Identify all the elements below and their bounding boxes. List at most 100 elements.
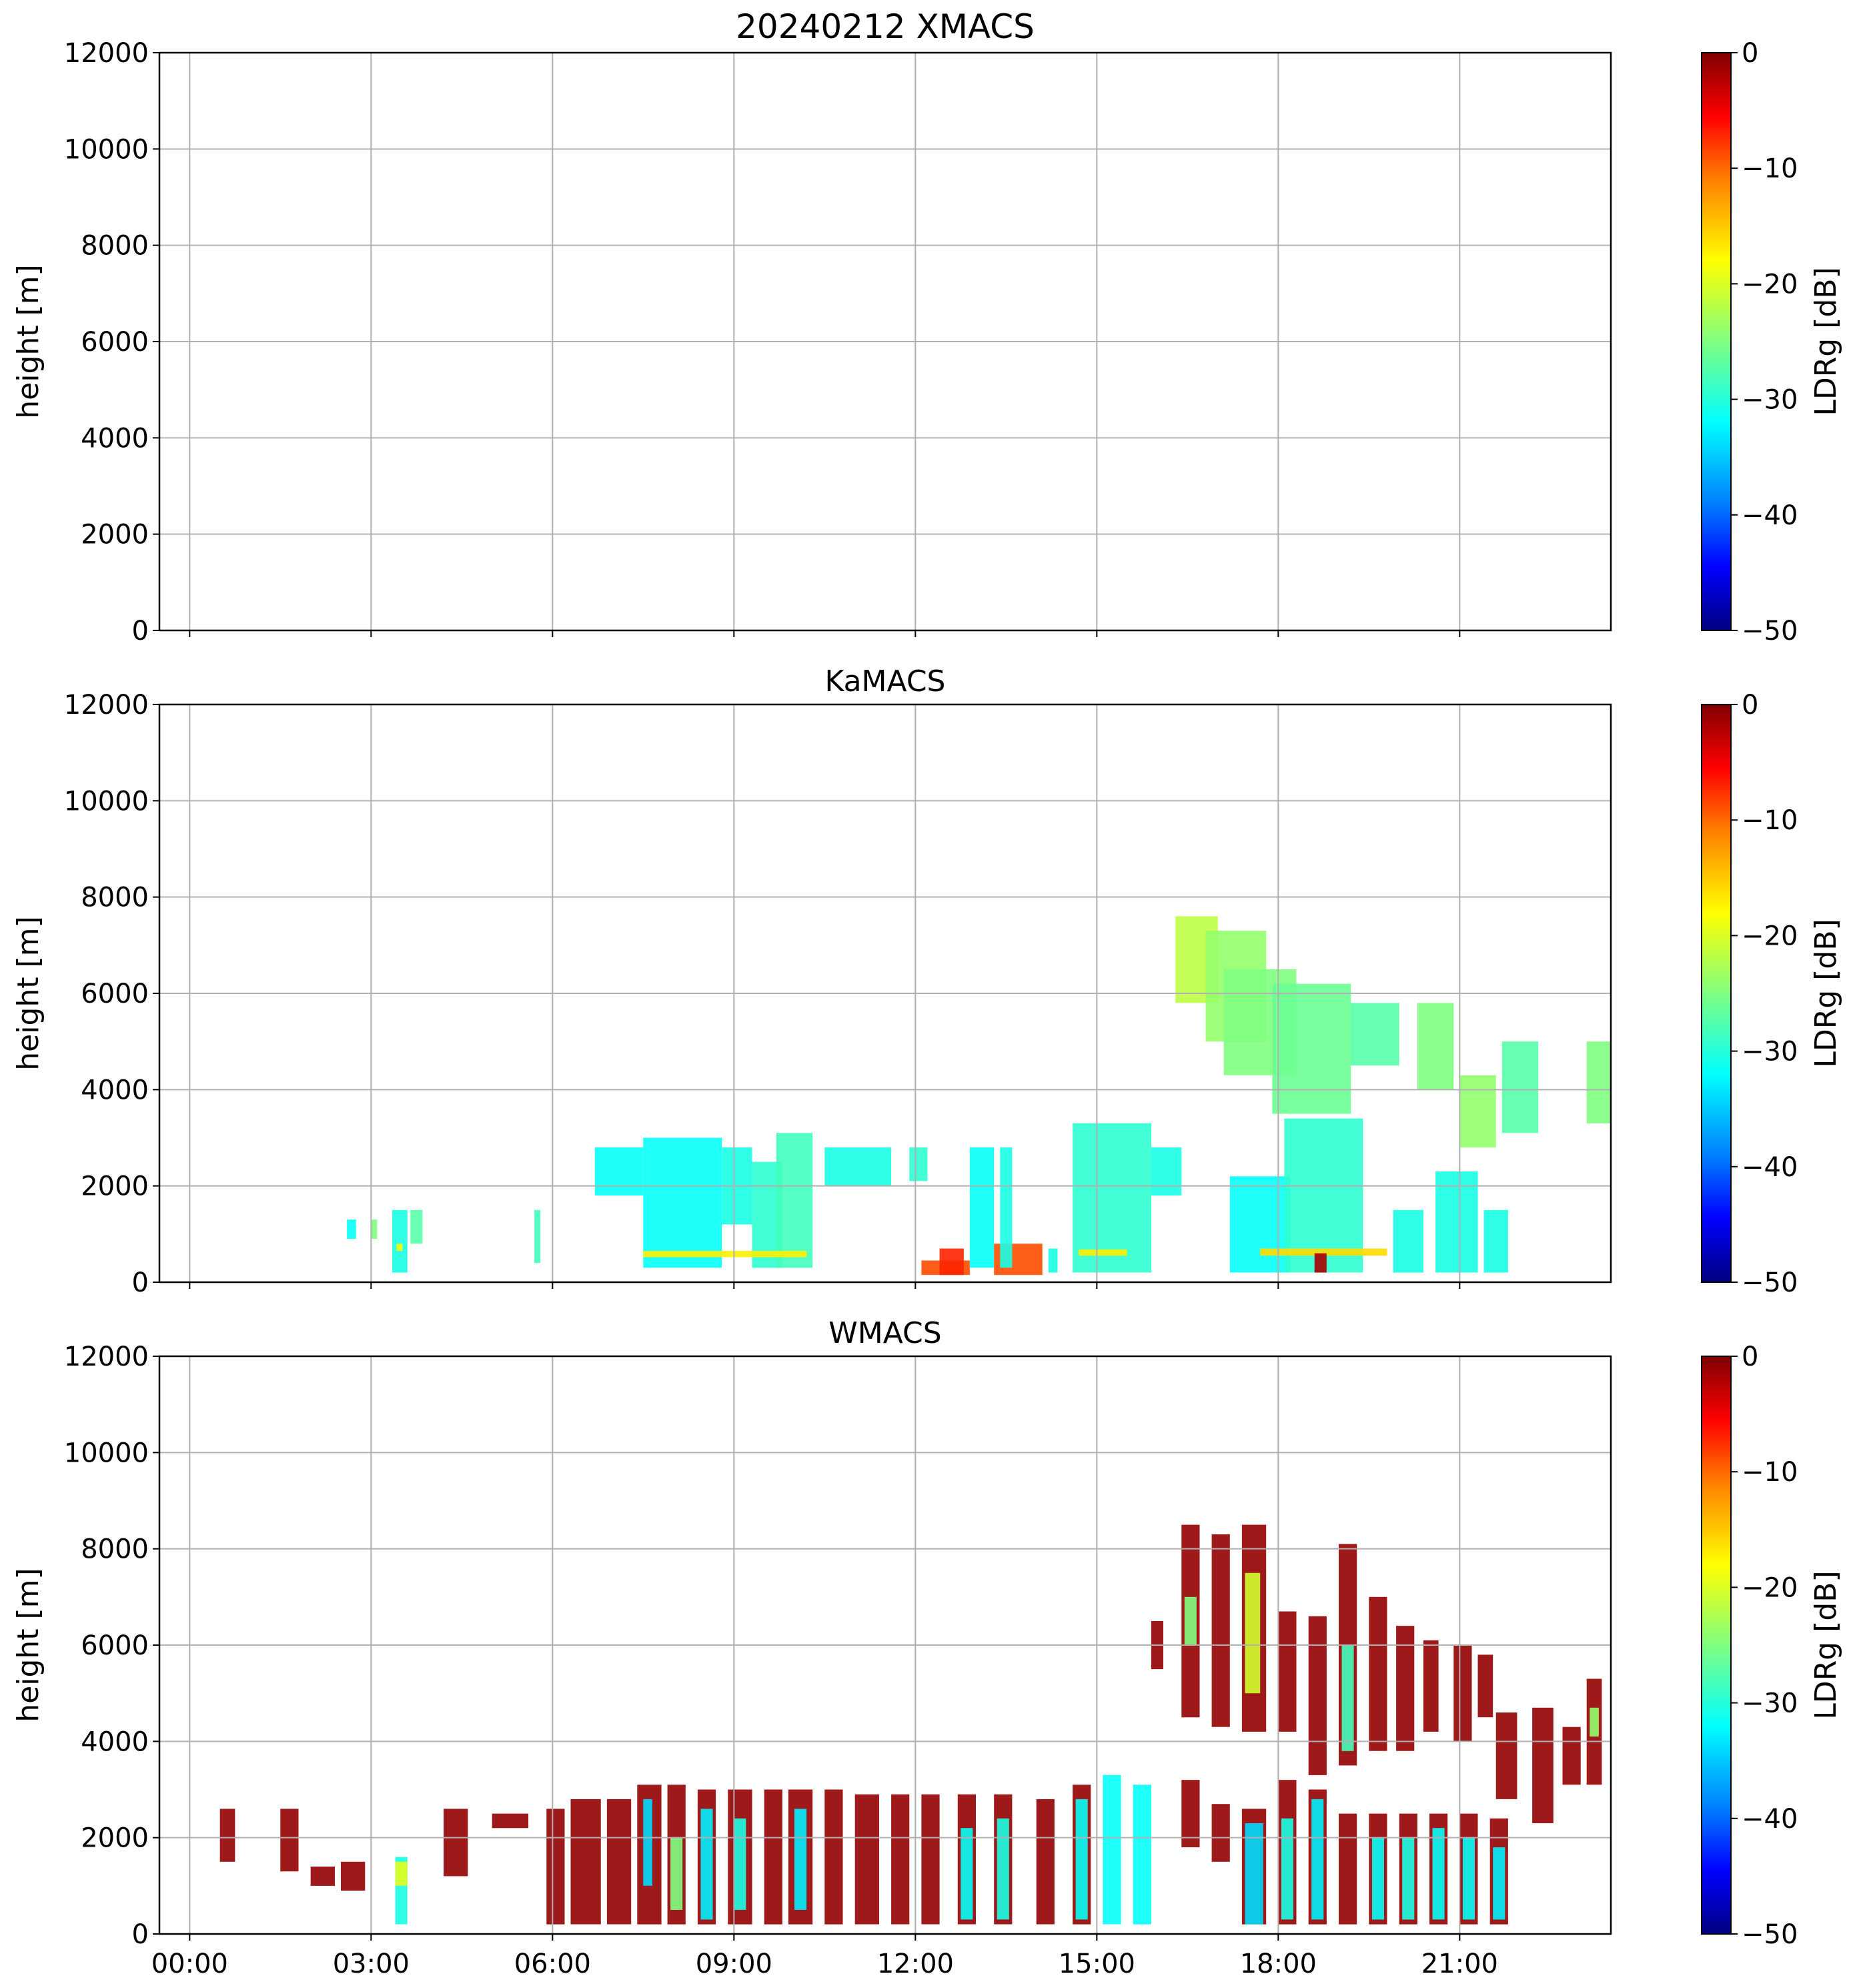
echo-region: [1339, 1813, 1357, 1925]
y-tick-label: 6000: [81, 327, 149, 358]
colorbar-tick-label: −50: [1742, 1268, 1798, 1298]
echo-region: [1211, 1804, 1230, 1862]
echo-region: [854, 1794, 879, 1925]
echo-region: [1532, 1707, 1554, 1823]
y-tick-label: 4000: [81, 423, 149, 454]
y-tick-label: 4000: [81, 1075, 149, 1105]
colorbar-tick-label: −20: [1742, 921, 1798, 951]
panel-xmacs: 20240212 XMACS 0 2000 4000 6000 8000 10000 120…: [11, 7, 1843, 646]
echo-region: [670, 1837, 683, 1910]
colorbar-tick-label: 0: [1742, 38, 1758, 69]
colorbar-tick-label: −20: [1742, 1572, 1798, 1603]
echo-region: [1073, 1123, 1151, 1273]
echo-region: [492, 1813, 529, 1829]
colorbar-tick-label: −10: [1742, 805, 1798, 836]
echo-region: [1278, 1611, 1297, 1732]
colorbar-ticks-kamacs: 0 −10 −20 −30 −40 −50: [1731, 690, 1798, 1298]
echo-region: [606, 1799, 632, 1925]
y-tick-label: 2000: [81, 520, 149, 550]
echo-region: [594, 1147, 644, 1196]
echo-region: [1371, 1837, 1384, 1920]
panel-title: KaMACS: [825, 664, 946, 698]
colorbar-tick-label: 0: [1742, 690, 1758, 720]
echo-region: [371, 1219, 378, 1239]
echo-region: [1308, 1616, 1327, 1775]
echo-region: [734, 1818, 746, 1910]
echo-region: [1562, 1726, 1581, 1785]
y-tick-label: 12000: [64, 1342, 149, 1372]
grid-xmacs: [159, 52, 1611, 631]
echo-region: [1079, 1249, 1127, 1256]
echo-region: [1402, 1837, 1415, 1920]
y-tick-label: 0: [132, 1919, 149, 1950]
echo-region: [776, 1133, 813, 1268]
echo-region: [546, 1809, 565, 1925]
echo-region: [1483, 1209, 1508, 1273]
echo-region: [396, 1244, 403, 1252]
y-tick-label: 6000: [81, 1630, 149, 1661]
echo-region: [1586, 1041, 1611, 1123]
y-axis-label: height [m]: [11, 916, 45, 1070]
echo-region: [891, 1794, 910, 1925]
colorbar-label: LDRg [dB]: [1809, 919, 1843, 1067]
colorbar-label: LDRg [dB]: [1809, 267, 1843, 416]
y-tick-label: 12000: [64, 38, 149, 69]
colorbar-tick-label: −10: [1742, 1457, 1798, 1488]
colorbar-label: LDRg [dB]: [1809, 1570, 1843, 1719]
y-tick-label: 10000: [64, 134, 149, 165]
echo-region: [764, 1789, 782, 1925]
colorbar-tick-label: −50: [1742, 616, 1798, 646]
colorbar-tick-label: −30: [1742, 1037, 1798, 1067]
colorbar-tick-label: −30: [1742, 385, 1798, 416]
y-tick-label: 8000: [81, 231, 149, 262]
colorbar-tick-label: 0: [1742, 1342, 1758, 1372]
echo-region: [1396, 1626, 1415, 1751]
y-tick-label: 0: [132, 616, 149, 646]
echo-region: [1432, 1828, 1445, 1920]
echo-region: [1423, 1640, 1439, 1732]
echo-region: [1272, 983, 1351, 1114]
echo-region: [1477, 1654, 1493, 1718]
echo-region: [1260, 1248, 1387, 1256]
echo-region: [909, 1147, 928, 1181]
echo-region: [939, 1248, 964, 1276]
echo-region: [921, 1794, 940, 1925]
grid-kamacs: [159, 704, 1611, 1283]
echo-region: [1229, 1176, 1291, 1273]
echo-region: [219, 1809, 235, 1862]
y-tick-label: 6000: [81, 979, 149, 1009]
y-tick-label: 0: [132, 1268, 149, 1298]
echo-region: [1462, 1837, 1475, 1920]
echo-region: [1075, 1799, 1088, 1920]
echo-region: [1501, 1041, 1539, 1133]
x-tick-label: 06:00: [514, 1949, 591, 1979]
echo-region: [1284, 1118, 1363, 1273]
echo-region: [1211, 1534, 1230, 1727]
echo-region: [1341, 1645, 1354, 1751]
echo-region: [1181, 1780, 1200, 1848]
x-tick-label: 09:00: [696, 1949, 772, 1979]
colorbar-tick-label: −40: [1742, 500, 1798, 531]
echo-region: [643, 1251, 807, 1258]
data-layer-kamacs: [347, 916, 1611, 1276]
echo-region: [1151, 1147, 1182, 1196]
y-axis-label: height [m]: [11, 1568, 45, 1722]
y-axis-ticks-kamacs: 0 2000 4000 6000 8000 10000 12000: [64, 690, 159, 1298]
colorbar-tick-label: −30: [1742, 1688, 1798, 1719]
y-axis-ticks-xmacs: 0 2000 4000 6000 8000 10000 12000: [64, 38, 159, 646]
x-tick-label: 21:00: [1421, 1949, 1498, 1979]
echo-region: [824, 1789, 843, 1925]
colorbar-ticks-xmacs: 0 −10 −20 −30 −40 −50: [1731, 38, 1798, 646]
echo-region: [444, 1809, 468, 1877]
x-tick-label: 15:00: [1059, 1949, 1135, 1979]
echo-region: [1281, 1818, 1293, 1920]
echo-region: [1314, 1253, 1327, 1273]
echo-region: [1495, 1712, 1517, 1799]
grid-wmacs: [159, 1356, 1611, 1935]
echo-region: [1435, 1171, 1478, 1273]
echo-region: [1184, 1596, 1197, 1645]
echo-region: [1459, 1075, 1496, 1147]
colorbar-ticks-wmacs: 0 −10 −20 −30 −40 −50: [1731, 1342, 1798, 1950]
echo-region: [643, 1799, 652, 1886]
